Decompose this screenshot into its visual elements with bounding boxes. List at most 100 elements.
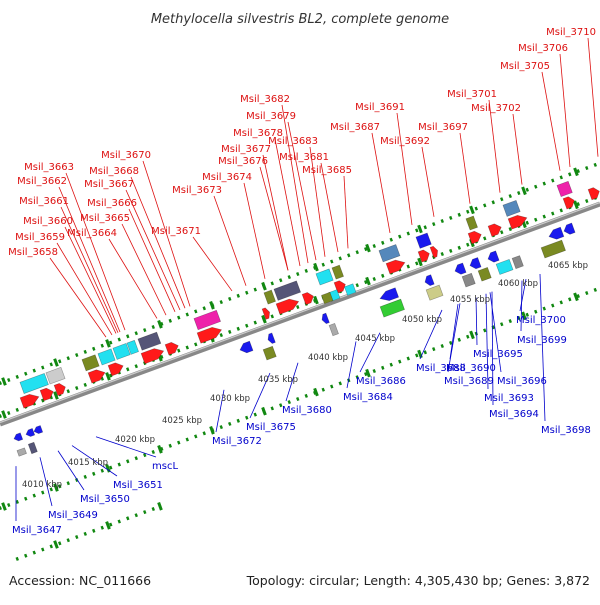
track-tick	[483, 328, 487, 333]
lower-gene-box	[495, 259, 514, 275]
scale-label: 4025 kbp	[162, 416, 202, 426]
lower-gene-box	[477, 266, 492, 282]
lower-gene-label: Msil_3698	[541, 425, 591, 436]
upper-label-line	[130, 176, 186, 309]
track-tick	[534, 309, 538, 314]
track-tick	[126, 516, 130, 521]
upper-gene-box	[331, 264, 344, 280]
upper-gene-box	[415, 232, 432, 249]
track-major-tick	[1, 502, 7, 511]
track-tick	[372, 244, 376, 249]
lower-label-line	[346, 341, 357, 389]
upper-label-line	[125, 189, 181, 311]
track-tick	[228, 329, 232, 334]
track-tick	[287, 275, 291, 280]
track-tick	[542, 214, 546, 219]
lower-label-line	[485, 293, 489, 390]
lower-label-line	[419, 309, 443, 360]
upper-label-line	[287, 121, 317, 261]
track-tick	[423, 350, 427, 355]
track-tick	[551, 303, 555, 308]
track-tick	[551, 178, 555, 183]
lower-gene-label: Msil_3688	[416, 363, 466, 374]
upper-gene-label: Msil_3671	[151, 226, 201, 237]
upper-label-line	[281, 104, 309, 264]
track-tick	[245, 323, 249, 328]
track-tick	[466, 209, 470, 214]
upper-label-line	[309, 146, 326, 257]
upper-gene-box	[263, 289, 276, 305]
lower-gene-label: Msil_3651	[113, 480, 163, 491]
scale-labels: 4010 kbp 4015 kbp 4020 kbp 4025 kbp 4030 kbp…	[22, 261, 588, 490]
track-major-tick	[1, 377, 7, 386]
forward-cds-arrow	[467, 230, 482, 245]
lower-label-line	[285, 362, 299, 402]
lower-gene-label: Msil_3686	[356, 376, 406, 387]
scale-label: 4060 kbp	[498, 279, 538, 289]
track-major-tick	[261, 314, 267, 324]
track-major-tick	[573, 292, 579, 302]
upper-gene-box	[502, 199, 521, 217]
scale-label: 4030 kbp	[210, 394, 250, 404]
upper-gene-label: Msil_3692	[380, 136, 430, 147]
track-tick	[466, 242, 470, 247]
upper-gene-label: Msil_3670	[101, 150, 151, 161]
track-major-tick	[209, 301, 215, 310]
track-tick	[508, 194, 512, 199]
reverse-cds-arrow	[267, 332, 276, 344]
track-tick	[236, 293, 240, 298]
forward-cds-arrow	[587, 187, 600, 201]
reverse-cds-arrow	[548, 226, 565, 240]
track-tick	[66, 538, 70, 543]
track-tick	[236, 418, 240, 423]
track-major-tick	[105, 521, 111, 530]
gene-box-small	[16, 447, 27, 457]
track-tick	[296, 397, 300, 402]
track-tick	[151, 325, 155, 330]
track-tick	[381, 273, 385, 278]
lower-gene-label: Msil_3693	[484, 393, 534, 404]
track-tick	[279, 278, 283, 283]
track-tick	[296, 305, 300, 310]
track-tick	[117, 462, 121, 467]
track-major-tick	[157, 445, 163, 454]
reverse-cds-arrow	[13, 432, 24, 442]
track-tick	[457, 337, 461, 342]
track-tick	[143, 510, 147, 515]
track-tick	[58, 359, 62, 364]
track-tick	[474, 331, 478, 336]
upper-label-line	[64, 226, 117, 334]
forward-cds-arrow	[19, 394, 40, 409]
track-tick	[24, 553, 28, 558]
upper-label-line	[541, 71, 561, 171]
upper-gene-label: Msil_3674	[202, 172, 252, 183]
upper-gene-box	[97, 348, 116, 366]
track-tick	[75, 535, 79, 540]
track-tick	[432, 347, 436, 352]
upper-gene-box	[137, 331, 162, 351]
track-tick	[321, 387, 325, 392]
track-tick	[500, 197, 504, 202]
track-tick	[491, 200, 495, 205]
reverse-cds-arrow	[25, 428, 36, 437]
track-tick	[49, 362, 53, 367]
track-tick	[32, 493, 36, 498]
track-major-tick	[417, 257, 423, 267]
lower-label-line	[491, 291, 494, 406]
lower-gene-label: Msil_3690	[446, 363, 496, 374]
track-tick	[381, 240, 385, 245]
track-tick	[168, 443, 172, 448]
track-tick	[177, 440, 181, 445]
track-tick	[517, 316, 521, 321]
track-tick	[525, 220, 529, 225]
scale-label: 4055 kbp	[450, 295, 490, 305]
track-major-tick	[261, 281, 267, 291]
upper-label-line	[142, 160, 191, 307]
upper-gene-box	[378, 244, 401, 263]
upper-gene-box	[81, 354, 100, 372]
track-tick	[270, 406, 274, 411]
track-tick	[117, 337, 121, 342]
gene-features	[13, 180, 600, 457]
upper-gene-label: Msil_3677	[221, 144, 271, 155]
track-tick	[143, 328, 147, 333]
